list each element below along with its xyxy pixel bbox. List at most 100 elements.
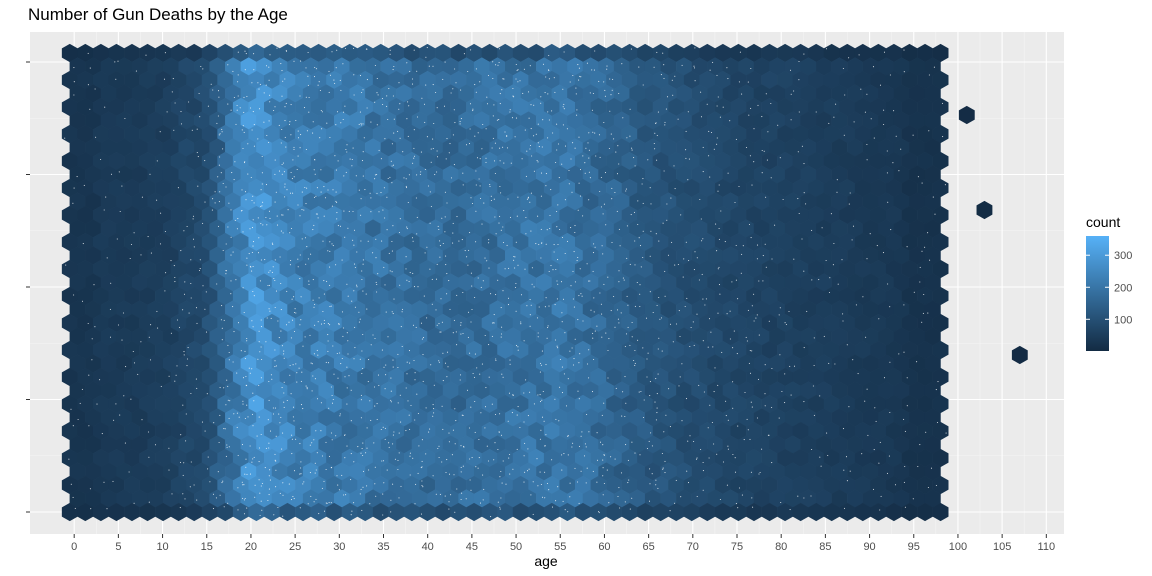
data-point [878, 318, 880, 320]
hex-bin [932, 124, 949, 144]
hex-bin [543, 232, 560, 252]
hex-bin [186, 259, 203, 279]
data-point [548, 54, 550, 57]
data-point [234, 219, 236, 221]
hex-bin [209, 273, 226, 292]
hex-bin [473, 84, 490, 103]
data-point [442, 78, 444, 80]
hex-bin [543, 178, 560, 198]
data-point [497, 448, 499, 451]
data-point [301, 191, 303, 193]
data-point [296, 372, 298, 374]
data-point [399, 218, 401, 220]
hex-bin [92, 178, 109, 198]
data-point [525, 379, 527, 381]
data-point [288, 321, 290, 323]
data-point [564, 509, 566, 511]
data-point [501, 326, 503, 328]
hex-bin [217, 43, 234, 63]
hex-bin [178, 84, 195, 103]
data-point [397, 459, 399, 462]
data-point [280, 230, 282, 232]
data-point [488, 267, 490, 269]
hex-bin [139, 313, 156, 333]
hex-bin [753, 57, 770, 76]
data-point [303, 107, 306, 109]
data-point [584, 172, 586, 174]
data-point [426, 246, 428, 248]
data-point [542, 119, 544, 121]
hex-bin [209, 165, 226, 184]
data-point [70, 408, 72, 410]
data-point [533, 170, 535, 172]
hex-bin [349, 246, 366, 265]
data-point [320, 169, 322, 171]
data-point [348, 210, 350, 212]
hex-bin [761, 97, 778, 117]
hex-bin [403, 394, 420, 414]
hex-bin [746, 259, 762, 279]
data-point [555, 418, 557, 420]
hex-bin [862, 300, 879, 319]
hex-bin [769, 327, 786, 346]
data-point [274, 366, 276, 368]
data-point [562, 124, 564, 126]
data-point [188, 312, 190, 314]
hex-bin [551, 84, 568, 103]
hex-bin [823, 367, 840, 387]
data-point [243, 499, 245, 501]
data-point [392, 483, 394, 485]
data-point [762, 280, 764, 282]
hex-bin [201, 340, 218, 360]
data-point [501, 89, 503, 91]
hex-bin [287, 111, 304, 130]
hex-bin [590, 259, 607, 279]
data-point [350, 420, 352, 422]
hex-bin [85, 165, 102, 184]
hex-bin [388, 286, 405, 306]
data-point [467, 336, 469, 338]
data-point [574, 338, 576, 340]
data-point [912, 498, 914, 500]
data-point [289, 192, 292, 194]
data-point [388, 446, 390, 448]
data-point [866, 258, 868, 260]
data-point [252, 195, 254, 197]
data-point [634, 240, 636, 242]
hex-bin [621, 340, 638, 360]
data-point [405, 256, 407, 258]
data-point [436, 171, 438, 173]
data-point [554, 304, 556, 306]
x-tick-label: 75 [731, 541, 743, 553]
hex-bin [699, 151, 716, 171]
hex-bin [901, 43, 918, 63]
hex-bin [652, 259, 669, 279]
hex-bin [730, 124, 747, 144]
hex-bin [901, 97, 918, 117]
data-point [103, 209, 105, 211]
hex-bin [699, 43, 716, 63]
hex-bin [473, 354, 490, 373]
hex-bin [124, 367, 140, 387]
data-point [308, 280, 310, 282]
hex-bin [847, 192, 863, 211]
data-point [498, 222, 500, 224]
hex-bin [139, 97, 156, 117]
hex-bin [629, 165, 646, 184]
data-point [420, 467, 422, 469]
data-point [658, 296, 660, 299]
data-point [614, 191, 616, 194]
data-point [365, 452, 367, 454]
data-point [507, 304, 510, 306]
data-point [793, 258, 795, 260]
data-point [317, 354, 319, 356]
hex-bin [722, 219, 739, 238]
hex-bin [341, 340, 358, 360]
hex-bin [753, 246, 770, 265]
hex-bin [170, 43, 187, 63]
hex-bin [551, 327, 568, 346]
data-point [561, 312, 563, 314]
data-point [365, 48, 367, 50]
hex-bin [722, 84, 739, 103]
